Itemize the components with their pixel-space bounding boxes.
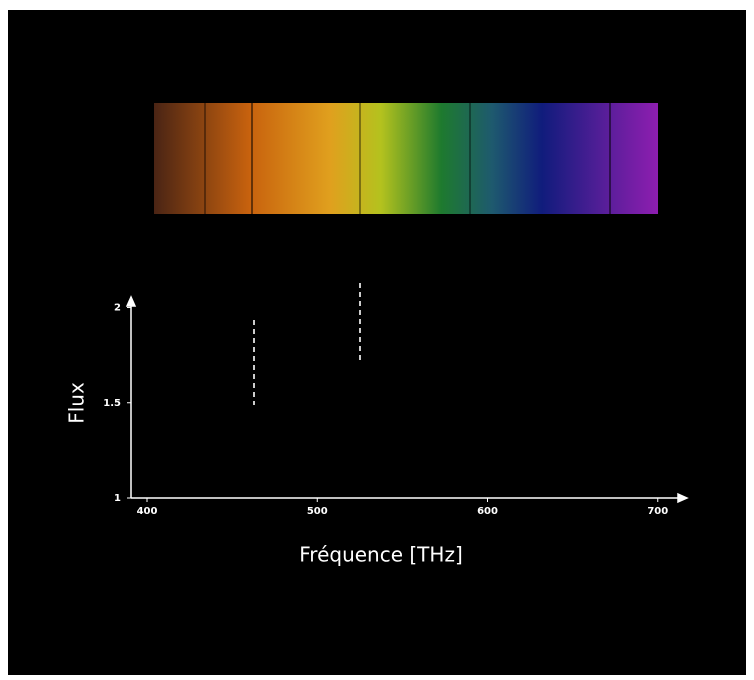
- y-tick-label: 1.5: [103, 398, 121, 409]
- x-tick-label: 500: [307, 506, 328, 517]
- y-tick-label: 2: [114, 303, 121, 314]
- y-tick-label: 1: [114, 493, 121, 504]
- x-tick-label: 700: [647, 506, 668, 517]
- marker-lines: [253, 283, 361, 405]
- axes: [125, 295, 689, 504]
- spectrum-bar: [154, 103, 658, 214]
- x-tick-label: 600: [477, 506, 498, 517]
- x-tick-label: 400: [137, 506, 158, 517]
- y-axis-label: Flux: [65, 382, 89, 424]
- absorption-lines: [204, 103, 611, 214]
- x-axis-label: Fréquence [THz]: [299, 543, 463, 567]
